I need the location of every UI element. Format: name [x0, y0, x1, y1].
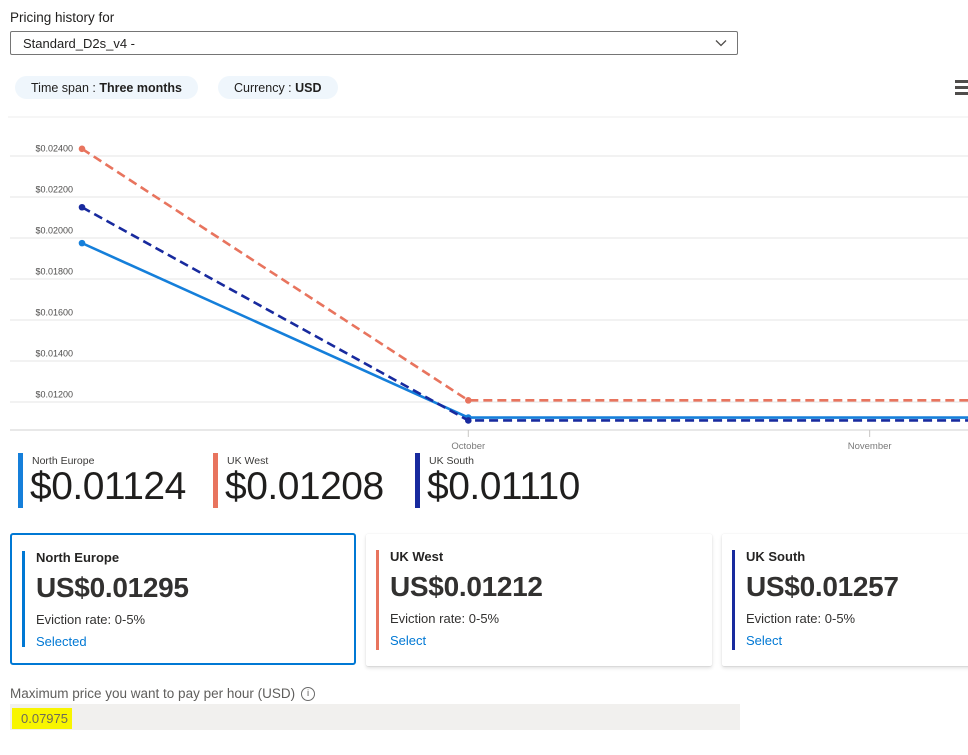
svg-text:October: October	[451, 441, 485, 452]
vm-size-dropdown[interactable]: Standard_D2s_v4 -	[10, 31, 738, 55]
menu-bar	[955, 80, 968, 83]
card-price: US$0.01257	[746, 571, 899, 602]
timespan-filter-label: Time span :	[31, 80, 100, 95]
filter-bar: Time span : Three months Currency : USD	[0, 76, 968, 100]
svg-text:$0.01600: $0.01600	[35, 308, 73, 318]
currency-filter-label: Currency :	[234, 80, 296, 95]
card-accent-bar	[732, 550, 735, 650]
max-price-value: 0.07975	[21, 711, 68, 726]
card-region-name: UK West	[390, 549, 444, 564]
legend-item-north-europe: North Europe $0.01124	[18, 453, 186, 508]
max-price-value-highlight: 0.07975	[12, 708, 72, 729]
svg-text:$0.02400: $0.02400	[35, 144, 73, 154]
legend-current-price: $0.01208	[225, 465, 384, 508]
legend-color-bar	[415, 453, 420, 508]
info-icon[interactable]: i	[301, 686, 316, 701]
card-eviction-rate: Eviction rate: 0-5%	[746, 611, 856, 626]
currency-filter-pill[interactable]: Currency : USD	[218, 76, 338, 99]
vm-size-dropdown-value: Standard_D2s_v4 -	[23, 35, 136, 51]
svg-text:$0.01400: $0.01400	[35, 349, 73, 359]
region-card-uk-south[interactable]: UK South US$0.01257 Eviction rate: 0-5% …	[722, 534, 968, 666]
pricing-history-chart: $0.02400 $0.02200 $0.02000 $0.01800 $0.01600…	[8, 116, 968, 452]
chart-legend: North Europe $0.01124 UK West $0.01208 U…	[0, 453, 968, 513]
legend-region-name: UK South	[429, 455, 474, 467]
legend-color-bar	[18, 453, 23, 508]
card-selected-link[interactable]: Selected	[36, 634, 87, 649]
region-card-north-europe[interactable]: North Europe US$0.01295 Eviction rate: 0…	[10, 533, 356, 665]
currency-filter-value: USD	[295, 80, 322, 95]
legend-current-price: $0.01110	[427, 465, 580, 508]
timespan-filter-pill[interactable]: Time span : Three months	[15, 76, 198, 99]
svg-text:$0.02000: $0.02000	[35, 226, 73, 236]
svg-text:$0.01800: $0.01800	[35, 267, 73, 277]
card-eviction-rate: Eviction rate: 0-5%	[36, 612, 146, 627]
menu-bar	[955, 86, 968, 89]
card-price: US$0.01295	[36, 572, 189, 603]
card-price: US$0.01212	[390, 571, 543, 602]
legend-region-name: UK West	[227, 455, 269, 467]
region-card-uk-west[interactable]: UK West US$0.01212 Eviction rate: 0-5% S…	[366, 534, 712, 666]
svg-text:November: November	[848, 441, 892, 452]
pricing-history-label: Pricing history for	[10, 10, 115, 25]
max-price-label-text: Maximum price you want to pay per hour (…	[10, 686, 296, 701]
card-region-name: UK South	[746, 549, 806, 564]
timespan-filter-value: Three months	[99, 80, 182, 95]
card-select-link[interactable]: Select	[746, 633, 783, 648]
legend-item-uk-west: UK West $0.01208	[213, 453, 384, 508]
legend-current-price: $0.01124	[30, 465, 186, 508]
card-region-name: North Europe	[36, 550, 120, 565]
legend-region-name: North Europe	[32, 455, 95, 467]
card-accent-bar	[22, 551, 25, 647]
chart-options-menu-icon[interactable]	[955, 80, 968, 98]
svg-text:$0.02200: $0.02200	[35, 185, 73, 195]
card-eviction-rate: Eviction rate: 0-5%	[390, 611, 500, 626]
max-price-input[interactable]: 0.07975	[10, 704, 740, 730]
region-price-cards: North Europe US$0.01295 Eviction rate: 0…	[0, 533, 968, 673]
legend-color-bar	[213, 453, 218, 508]
card-accent-bar	[376, 550, 379, 650]
card-select-link[interactable]: Select	[390, 633, 427, 648]
max-price-label: Maximum price you want to pay per hour (…	[10, 686, 316, 701]
chevron-down-icon	[715, 40, 727, 47]
svg-text:$0.01200: $0.01200	[35, 390, 73, 400]
menu-bar	[955, 92, 968, 95]
legend-item-uk-south: UK South $0.01110	[415, 453, 580, 508]
